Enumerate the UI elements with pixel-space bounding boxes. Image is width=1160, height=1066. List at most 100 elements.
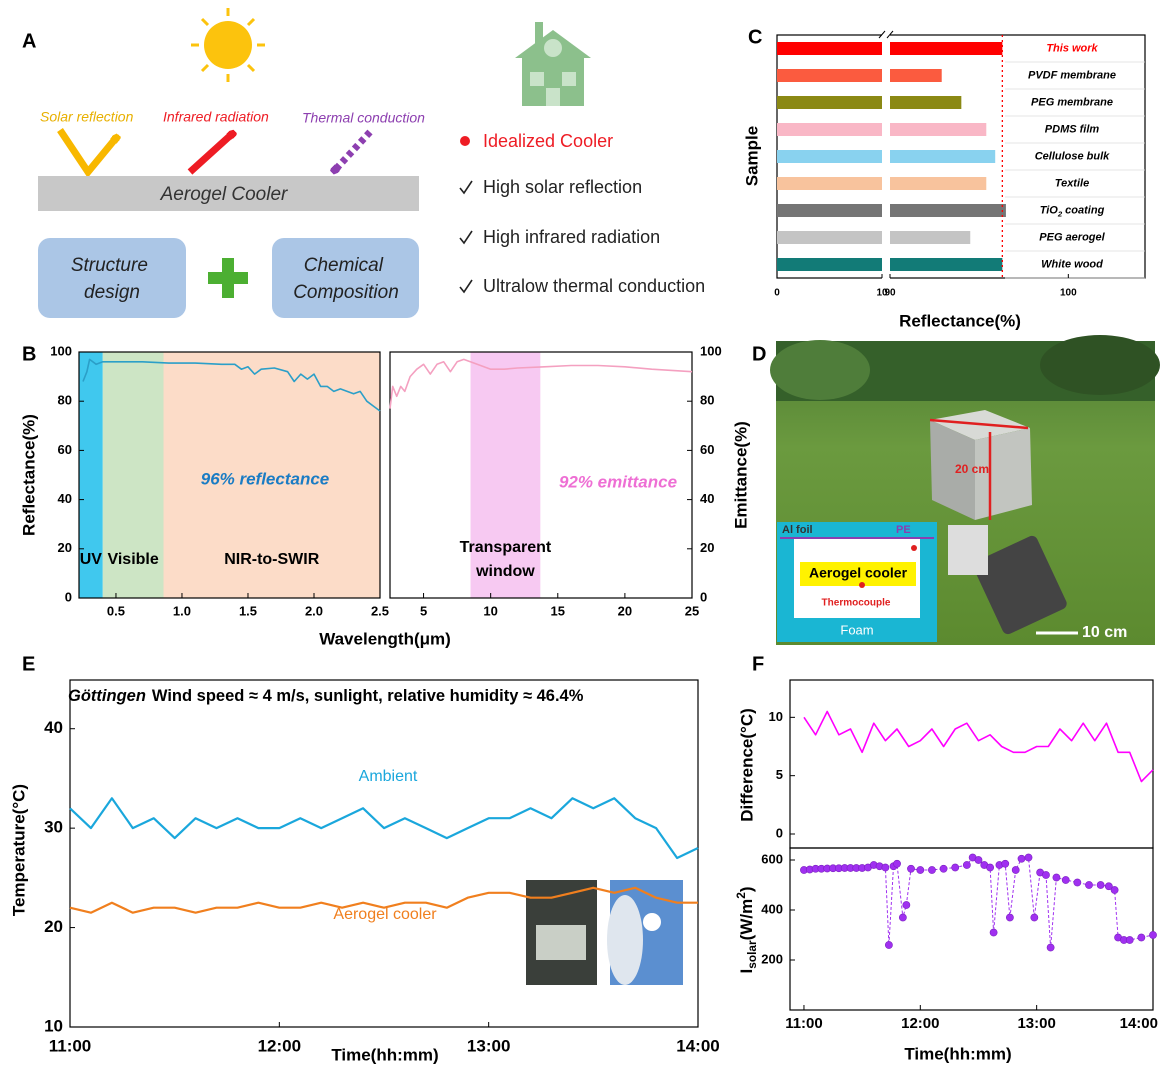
series-label: Aerogel cooler [333,906,437,923]
radiation-arrow [190,134,232,172]
y-axis-label: Sample [742,126,761,186]
x-tick-label: 13:00 [1017,1015,1055,1032]
x-tick-label: 100 [1060,288,1077,299]
x-tick-label: 14:00 [1120,1015,1158,1032]
bar [777,231,970,244]
panel-label: F [752,653,764,675]
category-label: PDMS film [1045,123,1100,135]
box-line: Structure [71,255,148,276]
point [928,866,935,873]
idealized-label: Idealized Cooler [483,131,613,151]
x-tick-label: 0 [774,288,780,299]
y-tick-label: 0 [700,589,707,604]
feature-label: High solar reflection [483,177,642,197]
y-tick-label: 80 [58,393,72,408]
point [1074,879,1081,886]
reflection-arrow [60,130,116,172]
point [1085,881,1092,888]
category-label-part: coating [1062,204,1104,216]
point [903,901,910,908]
panel-label: D [752,343,766,365]
tree [1040,335,1160,395]
y-axis-label: Temperature(°C) [9,784,28,916]
tree [770,340,870,400]
figure: A B C D E F Solar reflection Infrared ra… [0,0,1160,1066]
x-tick-label: 90 [884,288,896,299]
y-tick-label: 30 [44,818,63,837]
x-tick-label: 1.5 [239,603,257,618]
check-icons [460,181,472,292]
x-tick-label: 25 [685,603,699,618]
feature-label: High infrared radiation [483,227,660,247]
inset-label: Foam [840,622,873,637]
point [1018,855,1025,862]
bullet [460,136,470,146]
y-tick-label: 200 [761,951,783,966]
category-label: TiO2 coating [1040,204,1105,218]
point [1111,886,1118,893]
point [1042,871,1049,878]
device [948,525,988,575]
category-label: PVDF membrane [1028,69,1116,81]
y-tick-label: 100 [700,343,722,358]
y-tick-label: 20 [44,917,63,936]
bar [777,69,942,82]
band-label: NIR-to-SWIR [224,551,320,568]
panel-label: B [22,343,36,365]
point [975,856,982,863]
x-tick-label: 11:00 [785,1015,823,1032]
band-label: UV [80,551,103,568]
plot-frame [70,680,698,1027]
y-tick-label: 10 [769,709,783,724]
x-tick-label: 14:00 [676,1036,719,1055]
box-line: Chemical [304,255,384,276]
x-tick-label: 1.0 [173,603,191,618]
point [1097,881,1104,888]
y-tick-label: 40 [58,491,72,506]
x-tick-label: 15 [551,603,565,618]
point [882,864,889,871]
inset-label: Aerogel cooler [809,565,908,581]
y-tick-label: 20 [700,540,714,555]
category-label: PEG aerogel [1039,231,1105,243]
box-line: design [84,282,140,303]
y-axis-label: Isolar(W/m2) [734,887,759,974]
y-axis-label-part: (W/m [737,899,756,941]
band-label: Visible [107,551,158,568]
x-tick-label: 11:00 [49,1036,92,1055]
y-tick-label: 20 [58,540,72,555]
panel-label: E [22,653,35,675]
y-tick-label: 60 [700,442,714,457]
point [1149,931,1156,938]
y-tick-label: 100 [50,343,72,358]
plus-icon [208,258,248,298]
bar [777,123,986,136]
panel-label: A [22,30,36,52]
y-tick-label: 40 [700,491,714,506]
x-tick-label: 12:00 [258,1036,301,1055]
chart-title: GöttingenWind speed ≈ 4 m/s, sunlight, r… [68,687,584,705]
x-tick-label: 13:00 [467,1036,510,1055]
band [471,352,541,598]
point [885,941,892,948]
sun [643,913,661,931]
x-tick-label: 20 [618,603,632,618]
category-label: This work [1046,42,1098,54]
bar [777,96,961,109]
series-line [804,712,1153,782]
point [1006,914,1013,921]
point [1047,944,1054,951]
meter-display [536,925,586,960]
x-tick-label: 0.5 [107,603,125,618]
y-axis-label: Difference(°C) [737,708,756,822]
box-line: Composition [293,282,399,303]
axis-break-gap [882,31,890,282]
x-tick-label: 10 [483,603,497,618]
scale-label: 10 cm [1082,624,1127,641]
y-tick-label: 5 [776,767,783,782]
x-tick-label: 2.5 [371,603,389,618]
feature-label: Ultralow thermal conduction [483,276,705,296]
title-location: Göttingen [68,687,146,705]
inset-label: PE [896,524,911,536]
band-label-part: Transparent [460,539,552,556]
